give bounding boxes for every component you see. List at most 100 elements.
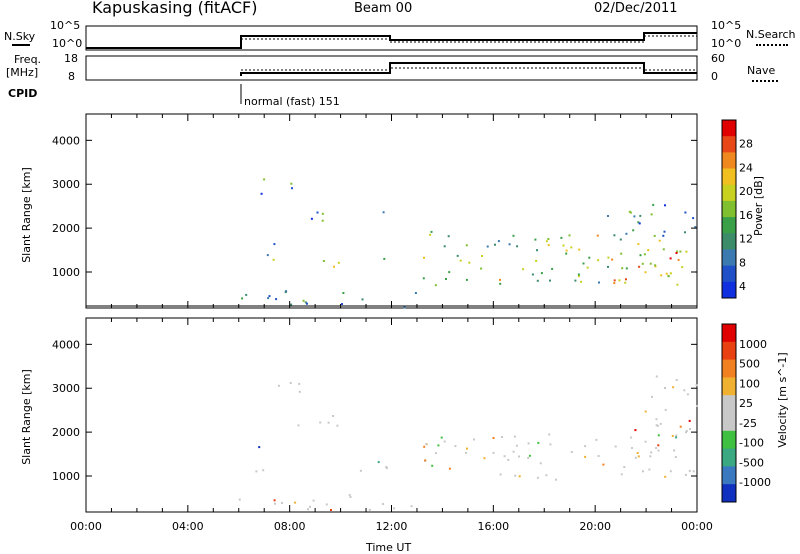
scatter-cell xyxy=(662,248,665,251)
x-tick-label: 00:00 xyxy=(681,520,713,533)
scatter-cell xyxy=(302,299,305,302)
y-tick-label: 1000 xyxy=(52,470,80,483)
scatter-cell xyxy=(672,386,675,389)
y-tick-label: 4000 xyxy=(52,134,80,147)
nsearch-tick-high: 10^5 xyxy=(711,19,742,32)
colorbar-segment xyxy=(722,265,736,283)
scatter-cell xyxy=(664,475,667,478)
scatter-cell xyxy=(696,405,699,407)
scatter-cell xyxy=(570,246,573,249)
scatter-cell xyxy=(266,254,269,257)
scatter-cell xyxy=(637,221,640,224)
scatter-cell xyxy=(607,265,609,268)
colorbar-segment xyxy=(722,377,736,396)
scatter-cell xyxy=(625,278,627,281)
scatter-cell xyxy=(377,461,380,464)
scatter-cell xyxy=(537,441,540,444)
scatter-cell xyxy=(665,272,668,275)
freq-label: Freq. xyxy=(14,53,42,66)
scatter-cell xyxy=(501,436,503,438)
scatter-cell xyxy=(445,278,447,280)
scatter-cell xyxy=(437,444,440,447)
scatter-cell xyxy=(382,211,385,214)
nsearch-legend-line xyxy=(756,44,788,46)
colorbar-segment xyxy=(722,249,736,267)
scatter-cell xyxy=(688,419,691,422)
scatter-cell xyxy=(607,215,609,217)
scatter-cell xyxy=(443,245,446,248)
scatter-cell xyxy=(512,450,515,453)
nsearch-tick-low: 10^0 xyxy=(711,37,742,50)
scatter-cell xyxy=(641,262,644,265)
scatter-cell xyxy=(499,278,501,281)
scatter-cell xyxy=(673,449,676,452)
scatter-cell xyxy=(671,435,674,437)
scatter-cell xyxy=(497,240,500,243)
axes-group: 4000 3000 2000 1000 4000 3000 2000 1000 00:00 04:… xyxy=(52,114,713,533)
x-tick-label: 00:00 xyxy=(70,520,102,533)
scatter-cell xyxy=(677,258,680,261)
scatter-cell xyxy=(655,447,658,449)
scatter-cell xyxy=(642,470,644,473)
scatter-cell xyxy=(669,257,672,260)
scatter-cell xyxy=(621,267,624,270)
scatter-cell xyxy=(624,281,627,284)
scatter-cell xyxy=(425,443,428,446)
scatter-cell xyxy=(584,455,587,458)
y-tick-label: 2000 xyxy=(52,222,80,235)
colorbar-segment xyxy=(722,217,736,234)
scatter-cell xyxy=(649,455,652,458)
scatter-cell xyxy=(263,178,266,181)
scatter-cell xyxy=(454,445,457,448)
scatter-cell xyxy=(574,279,577,282)
scatter-cell xyxy=(657,444,660,447)
scatter-cell xyxy=(539,462,542,465)
scatter-cell xyxy=(385,466,388,468)
scatter-cell xyxy=(656,424,659,427)
scatter-cell xyxy=(684,231,686,234)
scatter-cell xyxy=(284,291,287,294)
scatter-cell xyxy=(536,249,538,252)
scatter-cell xyxy=(657,434,660,437)
scatter-cell xyxy=(634,456,637,459)
scatter-cell xyxy=(337,261,340,264)
scatter-cell xyxy=(639,214,642,217)
scatter-cell xyxy=(290,182,293,185)
scatter-cell xyxy=(327,421,330,424)
scatter-cell xyxy=(580,280,583,283)
scatter-cell xyxy=(306,302,308,305)
scatter-cell xyxy=(662,234,665,237)
scatter-cell xyxy=(309,505,311,508)
scatter-cell xyxy=(545,474,548,477)
scatter-cell xyxy=(653,234,656,237)
scatter-cell xyxy=(535,259,538,262)
colorbar-frame xyxy=(721,119,737,299)
nave-trace xyxy=(241,67,697,71)
colorbar-segment xyxy=(722,359,736,378)
colorbar-frame xyxy=(721,323,737,503)
scatter-cell xyxy=(245,293,248,296)
scatter-cell xyxy=(560,236,563,239)
scatter-cell xyxy=(518,475,521,478)
scatter-cell xyxy=(294,501,297,504)
scatter-cell xyxy=(694,226,697,229)
scatter-cell xyxy=(534,238,537,241)
scatter-cell xyxy=(679,250,682,253)
scatter-cell xyxy=(448,467,451,470)
scatter-cell xyxy=(508,243,511,246)
nsky-trace xyxy=(86,32,697,49)
scatter-cell xyxy=(443,440,446,443)
y-tick-label: 1000 xyxy=(52,266,80,279)
colorbar-segment xyxy=(722,184,736,202)
scatter-cell xyxy=(465,278,468,281)
scatter-cell xyxy=(644,410,647,413)
colorbars-group: 28 24 20 16 12 8 4 1000 500 100 25 -25 -100 -500 -1000 xyxy=(721,119,771,503)
scatter-cell xyxy=(565,252,568,255)
scatter-cell xyxy=(536,279,539,282)
nsky-tick-high: 10^5 xyxy=(50,19,81,32)
scatter-cell xyxy=(382,503,385,505)
scatter-cell xyxy=(268,295,271,298)
scatter-cell xyxy=(638,222,641,225)
scatter-cell xyxy=(630,436,633,439)
nsky-tick-low: 10^0 xyxy=(52,37,83,50)
